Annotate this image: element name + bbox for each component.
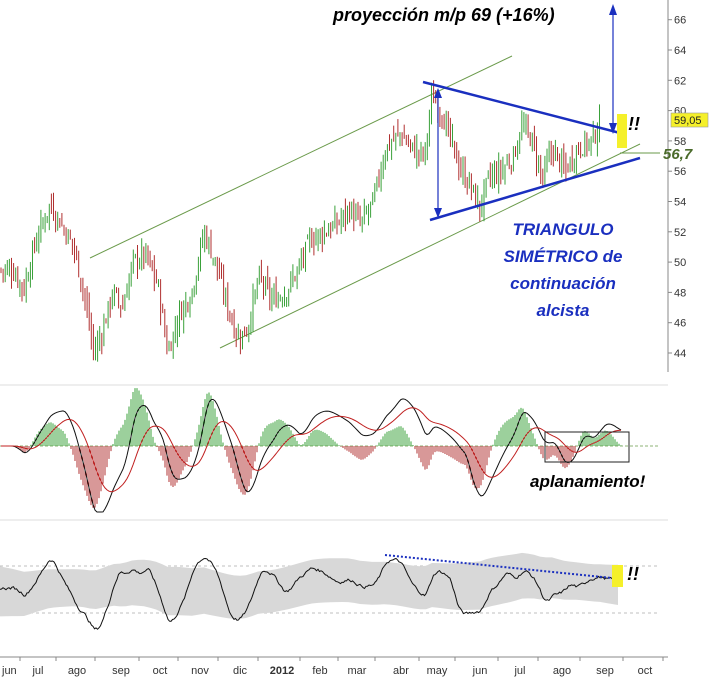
x-tick-label: nov xyxy=(191,665,209,677)
y-tick-label: 58 xyxy=(674,136,686,148)
y-tick-label: 44 xyxy=(674,348,686,360)
y-tick-label: 66 xyxy=(674,15,686,27)
y-tick-label: 54 xyxy=(674,197,686,209)
y-tick-label: 56 xyxy=(674,166,686,178)
pattern-label-line-4: alcista xyxy=(537,301,590,320)
projection-label: proyección m/p 69 (+16%) xyxy=(332,5,555,25)
pattern-label-line-1: TRIANGULO xyxy=(512,220,613,239)
macd-slow-line xyxy=(1,407,622,493)
x-tick-label: oct xyxy=(638,665,653,677)
x-tick-label: jul xyxy=(31,665,43,677)
oscillator-line xyxy=(0,557,622,630)
x-tick-label: may xyxy=(427,665,448,677)
oscillator-band xyxy=(0,552,618,619)
x-tick-label: feb xyxy=(312,665,327,677)
last-price-box xyxy=(670,112,709,128)
pattern-label-line-2: SIMÉTRICO de xyxy=(503,247,622,266)
oscillator-signal-mark: !! xyxy=(627,564,639,584)
oscillator-highlight xyxy=(612,565,623,587)
x-tick-label: ago xyxy=(68,665,86,677)
projection-arrowhead-bottom xyxy=(609,123,617,134)
triangle-lower-line xyxy=(429,156,641,222)
x-tick-label: 2012 xyxy=(270,665,294,677)
y-tick-label: 64 xyxy=(674,45,686,57)
y-tick-label: 48 xyxy=(674,287,686,299)
support-level-label: 56,7 xyxy=(663,146,693,163)
x-tick-label: jun xyxy=(1,665,17,677)
macd-histogram xyxy=(12,388,622,508)
y-tick-label: 52 xyxy=(674,227,686,239)
breakout-highlight xyxy=(617,114,627,148)
triangle-upper-line xyxy=(422,80,625,136)
last-price-label: 59,05 xyxy=(674,115,702,127)
channel-upper-line xyxy=(89,55,513,259)
breakout-signal-mark: !! xyxy=(628,114,640,134)
flattening-annotation: aplanamiento! xyxy=(530,472,646,491)
x-tick-label: oct xyxy=(153,665,168,677)
x-tick-label: mar xyxy=(348,665,367,677)
macd-fast-line xyxy=(1,398,622,513)
price-y-ticks: 44464850525456586062646668 xyxy=(668,15,686,360)
y-tick-label: 62 xyxy=(674,75,686,87)
x-tick-label: sep xyxy=(596,665,614,677)
price-candles xyxy=(0,80,600,362)
y-tick-label: 50 xyxy=(674,257,686,269)
flattening-box xyxy=(544,431,630,463)
x-tick-label: sep xyxy=(112,665,130,677)
projection-arrowhead-top xyxy=(609,4,617,15)
x-tick-label: jul xyxy=(513,665,525,677)
triangle-height-arrowhead-bottom xyxy=(434,208,442,218)
x-tick-label: ago xyxy=(553,665,571,677)
x-tick-label: abr xyxy=(393,665,409,677)
x-tick-label: jun xyxy=(472,665,488,677)
pattern-label-line-3: continuación xyxy=(510,274,616,293)
y-tick-label: 46 xyxy=(674,318,686,330)
x-tick-label: dic xyxy=(233,665,248,677)
triangle-height-arrowhead-top xyxy=(434,88,442,98)
time-axis-labels: jun jul ago sep oct nov dic 2012 feb mar abr may jun… xyxy=(1,657,664,677)
